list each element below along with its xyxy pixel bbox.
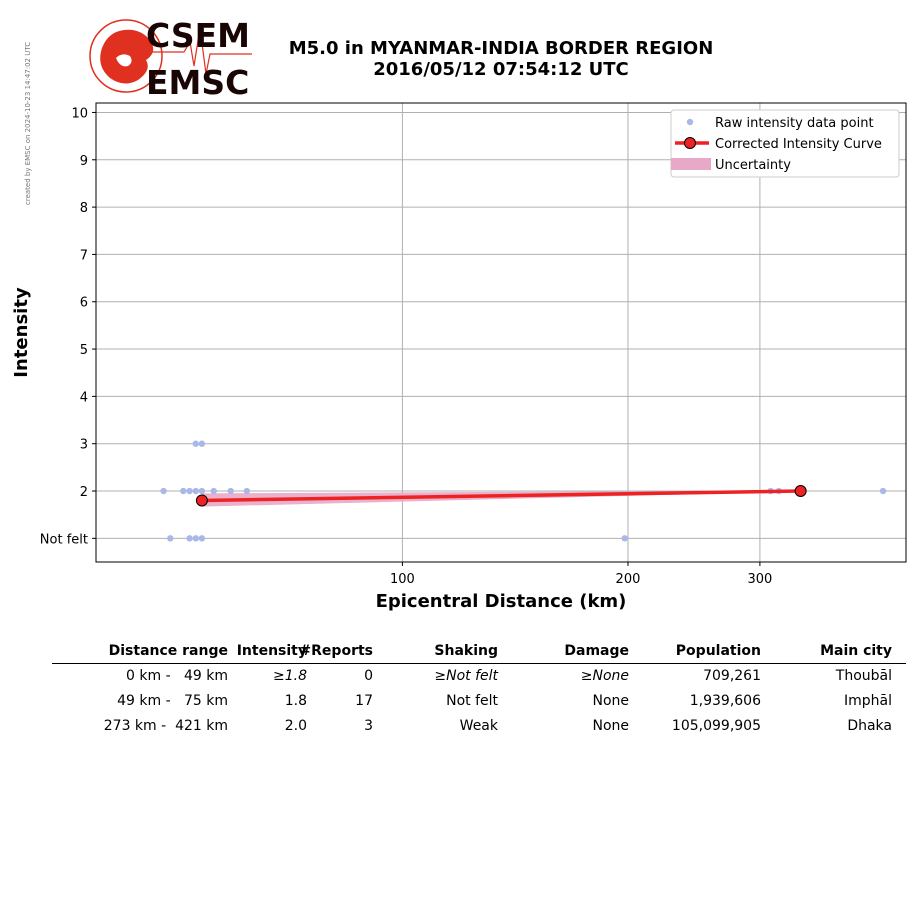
table-cell: Not felt [446, 693, 498, 709]
raw-data-point [879, 487, 887, 495]
table-cell: 105,099,905 [671, 718, 761, 734]
raw-data-point [160, 487, 167, 495]
table-cell: Weak [459, 718, 498, 734]
raw-data-point [192, 440, 200, 447]
legend-raw-marker [686, 118, 694, 126]
csem-emsc-logo: CSEM EMSC [88, 16, 254, 102]
raw-data-point [227, 487, 234, 495]
table-cell: ≥1.8 [273, 668, 307, 684]
legend-curve-label: Corrected Intensity Curve [715, 137, 882, 152]
table-cell: 0 [364, 668, 373, 684]
y-tick-label: 9 [80, 154, 88, 169]
table-header-cell: Shaking [434, 643, 498, 659]
table-header-cell: Distance range [108, 643, 228, 659]
raw-data-point [198, 535, 206, 542]
raw-data-point [192, 535, 200, 542]
table-cell: 273 km - 421 km [103, 718, 228, 734]
y-axis-label: Intensity [11, 287, 32, 378]
table-cell: 2.0 [284, 718, 307, 734]
x-axis-label: Epicentral Distance (km) [376, 591, 627, 612]
raw-data-point [186, 535, 193, 542]
table-cell: 709,261 [703, 668, 761, 684]
corrected-curve-marker [195, 494, 208, 507]
table-cell: 3 [364, 718, 373, 734]
corrected-curve-line [201, 489, 801, 503]
y-tick-label: 8 [80, 201, 88, 216]
raw-data-point [243, 487, 251, 495]
table-header-cell: Intensity [236, 643, 307, 659]
x-tick-label: 200 [616, 572, 641, 587]
y-tick-label: 7 [80, 248, 88, 263]
y-tick-label: 3 [80, 438, 88, 453]
y-tick-label: 2 [80, 485, 88, 500]
title-line-1: M5.0 in MYANMAR-INDIA BORDER REGION [288, 38, 714, 59]
raw-data-point [192, 487, 200, 495]
y-tick-label: 10 [71, 106, 88, 121]
raw-data-point [198, 440, 206, 447]
y-tick-label: 5 [80, 343, 88, 358]
corrected-curve-marker [794, 485, 807, 498]
raw-data-point [198, 487, 206, 495]
table-cell: 1,939,606 [689, 693, 761, 709]
table-header-cell: Main city [820, 643, 892, 659]
table-cell: 49 km - 75 km [117, 693, 228, 709]
table-cell: None [592, 693, 629, 709]
title-line-2: 2016/05/12 07:54:12 UTC [373, 59, 629, 80]
table-cell: Dhaka [847, 718, 892, 734]
table-cell: Thoubāl [835, 668, 892, 684]
table-cell: ≥Not felt [434, 668, 498, 684]
table-header-cell: #Reports [299, 643, 373, 659]
y-tick-label: 4 [80, 390, 88, 405]
table-header-cell: Damage [564, 643, 629, 659]
legend-uncertainty-swatch [671, 158, 711, 170]
raw-data-point [210, 487, 217, 495]
legend-curve-marker [684, 137, 696, 149]
table-cell: ≥None [580, 668, 629, 684]
raw-data-point [180, 487, 187, 495]
raw-data-point [621, 535, 628, 542]
table-cell: 17 [355, 693, 373, 709]
y-tick-label: 6 [80, 296, 88, 311]
x-tick-label: 300 [747, 572, 772, 587]
logo-text-csem: CSEM [146, 18, 250, 55]
y-tick-label: Not felt [40, 532, 88, 547]
table-cell: None [592, 718, 629, 734]
table-cell: 0 km - 49 km [126, 668, 228, 684]
table-header-cell: Population [675, 643, 761, 659]
table-cell: 1.8 [284, 693, 307, 709]
legend-uncertainty-label: Uncertainty [715, 158, 791, 173]
chart-title: M5.0 in MYANMAR-INDIA BORDER REGION 2016… [260, 38, 742, 80]
x-tick-label: 100 [390, 572, 415, 587]
plot-frame [95, 102, 907, 563]
raw-data-point [167, 535, 174, 542]
legend-box [670, 109, 900, 178]
raw-data-point [186, 487, 193, 495]
table-cell: Imphāl [844, 693, 892, 709]
legend-raw-label: Raw intensity data point [715, 116, 874, 131]
logo-text-emsc: EMSC [146, 63, 249, 98]
table-header-rule [52, 663, 906, 664]
